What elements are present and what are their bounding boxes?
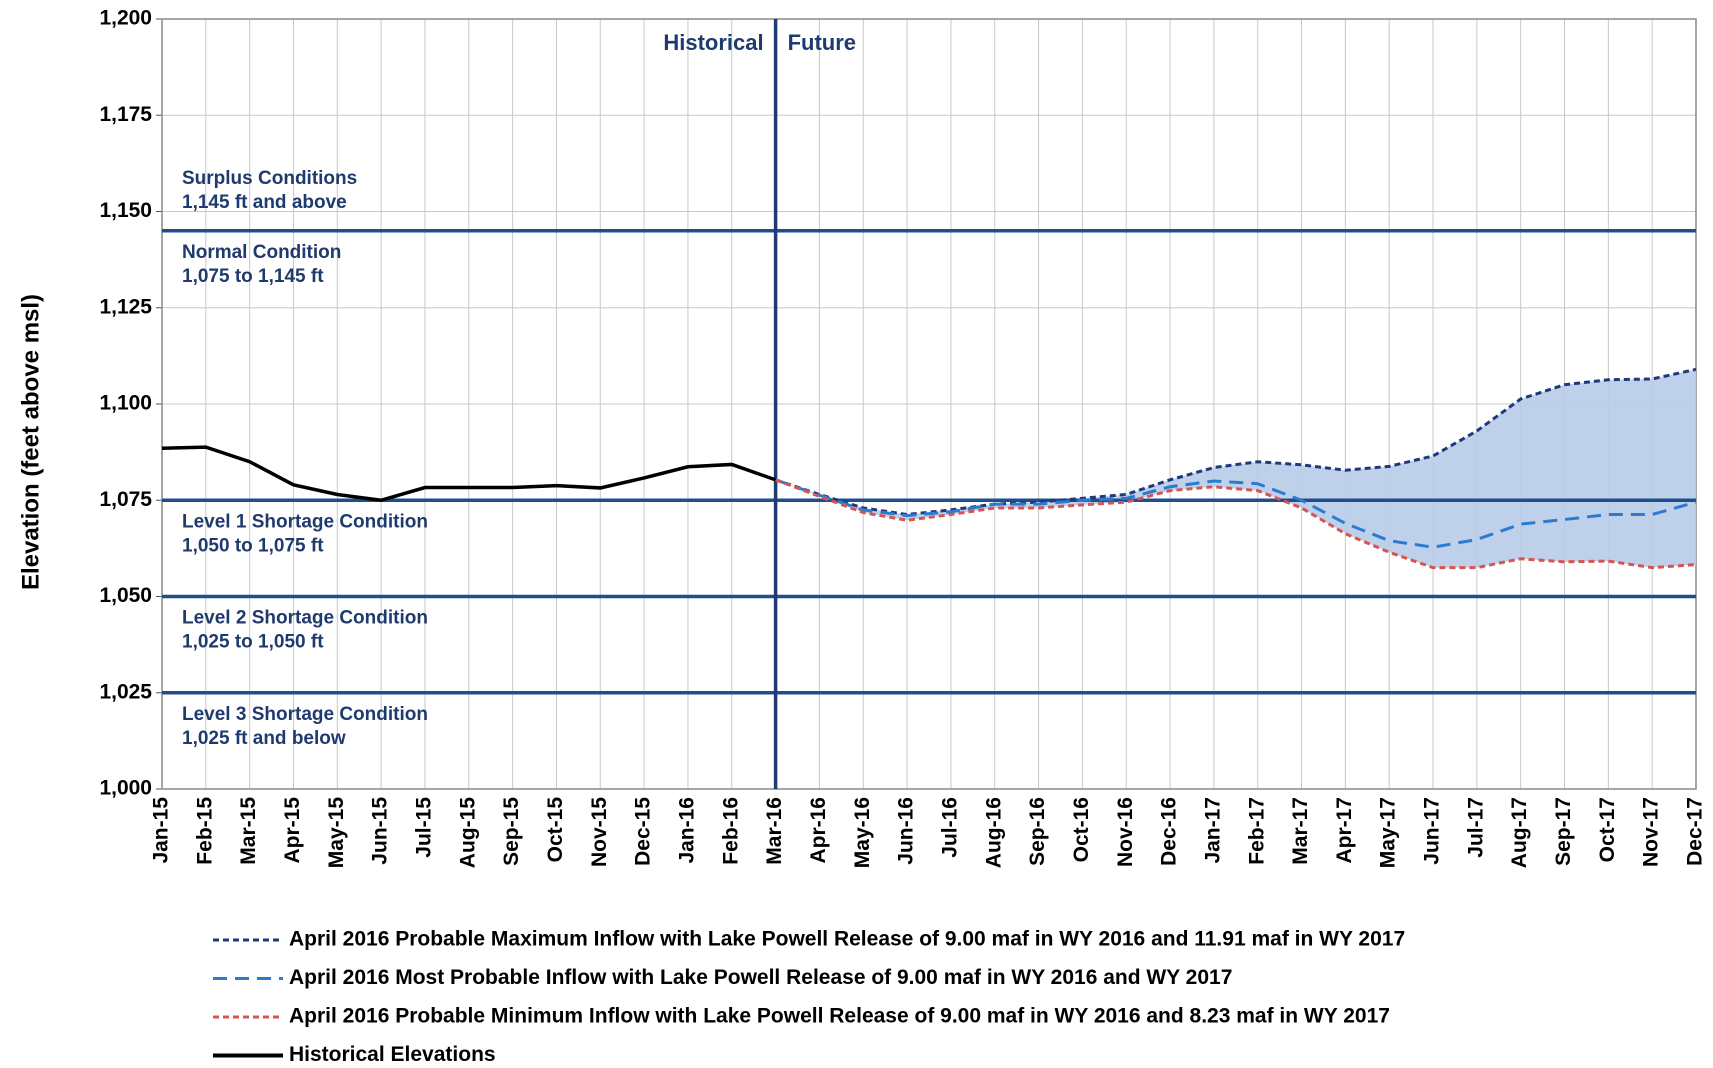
x-tick-label: Jan-17 — [1201, 797, 1224, 864]
legend-label: April 2016 Probable Minimum Inflow with … — [289, 1005, 1390, 1028]
series-line — [775, 367, 1697, 517]
x-tick-label: Jan-16 — [675, 797, 698, 864]
y-tick-label: 1,075 — [99, 488, 152, 511]
range-band — [775, 369, 1696, 568]
legend-label: April 2016 Most Probable Inflow with Lak… — [289, 966, 1232, 989]
y-axis-label: Elevation (feet above msl) — [17, 294, 44, 590]
x-tick-label: May-15 — [325, 797, 348, 869]
y-tick-label: 1,050 — [99, 584, 152, 607]
threshold-label: Level 3 Shortage Condition — [182, 704, 428, 725]
x-tick-label: May-17 — [1377, 797, 1400, 868]
threshold-label: 1,075 to 1,145 ft — [182, 266, 324, 287]
series-line — [775, 478, 1697, 549]
y-tick-label: 1,100 — [99, 392, 152, 415]
x-tick-label: Dec-15 — [632, 797, 655, 866]
threshold-label: 1,025 to 1,050 ft — [182, 632, 324, 653]
x-tick-label: Nov-17 — [1640, 797, 1663, 867]
x-tick-label: May-16 — [851, 797, 874, 868]
x-tick-label: Oct-17 — [1596, 797, 1619, 862]
threshold-label: Surplus Conditions — [182, 168, 357, 189]
y-tick-label: 1,200 — [99, 7, 152, 30]
x-tick-label: Nov-16 — [1114, 797, 1137, 867]
x-tick-label: Apr-15 — [281, 797, 304, 864]
x-tick-label: Jan-15 — [150, 797, 173, 864]
x-tick-label: Oct-15 — [544, 797, 567, 863]
threshold-label: Level 2 Shortage Condition — [182, 608, 428, 629]
x-tick-label: Feb-15 — [193, 797, 216, 865]
threshold-label: 1,025 ft and below — [182, 728, 346, 749]
x-tick-label: Sep-17 — [1552, 797, 1575, 866]
divider-left-label: Historical — [663, 30, 763, 55]
series-line — [775, 478, 1697, 570]
x-tick-label: Jul-17 — [1464, 797, 1487, 858]
threshold-label: Normal Condition — [182, 242, 341, 263]
legend-label: April 2016 Probable Maximum Inflow with … — [289, 928, 1405, 951]
y-tick-label: 1,000 — [99, 777, 152, 800]
threshold-label: 1,050 to 1,075 ft — [182, 535, 324, 556]
divider-right-label: Future — [788, 30, 856, 55]
x-tick-label: Jun-16 — [895, 797, 918, 865]
y-tick-label: 1,150 — [99, 199, 152, 222]
x-tick-label: Sep-15 — [500, 797, 523, 866]
y-tick-label: 1,025 — [99, 680, 152, 703]
legend-label: Historical Elevations — [289, 1043, 496, 1066]
threshold-label: 1,145 ft and above — [182, 192, 347, 213]
x-tick-label: Jun-15 — [369, 797, 392, 865]
x-tick-label: Aug-16 — [982, 797, 1005, 868]
x-tick-label: Mar-17 — [1289, 797, 1312, 865]
x-tick-label: Mar-16 — [763, 797, 786, 865]
x-tick-label: Mar-15 — [237, 797, 260, 865]
y-tick-label: 1,125 — [99, 295, 152, 318]
x-tick-label: Jul-15 — [413, 797, 436, 858]
x-tick-label: Apr-17 — [1333, 797, 1356, 864]
x-tick-label: Jul-16 — [938, 797, 961, 858]
x-tick-label: Feb-16 — [719, 797, 742, 865]
x-tick-label: Jun-17 — [1421, 797, 1444, 865]
series-line — [161, 445, 777, 503]
x-tick-label: Dec-16 — [1158, 797, 1181, 866]
x-tick-label: Dec-17 — [1684, 797, 1707, 866]
y-tick-label: 1,175 — [99, 103, 152, 126]
x-tick-label: Aug-15 — [456, 797, 479, 868]
x-tick-label: Oct-16 — [1070, 797, 1093, 862]
threshold-label: Level 1 Shortage Condition — [182, 511, 428, 532]
x-tick-label: Aug-17 — [1508, 797, 1531, 868]
x-tick-label: Feb-17 — [1245, 797, 1268, 865]
x-tick-label: Apr-16 — [807, 797, 830, 864]
x-tick-label: Nov-15 — [588, 797, 611, 867]
x-tick-label: Sep-16 — [1026, 797, 1049, 866]
